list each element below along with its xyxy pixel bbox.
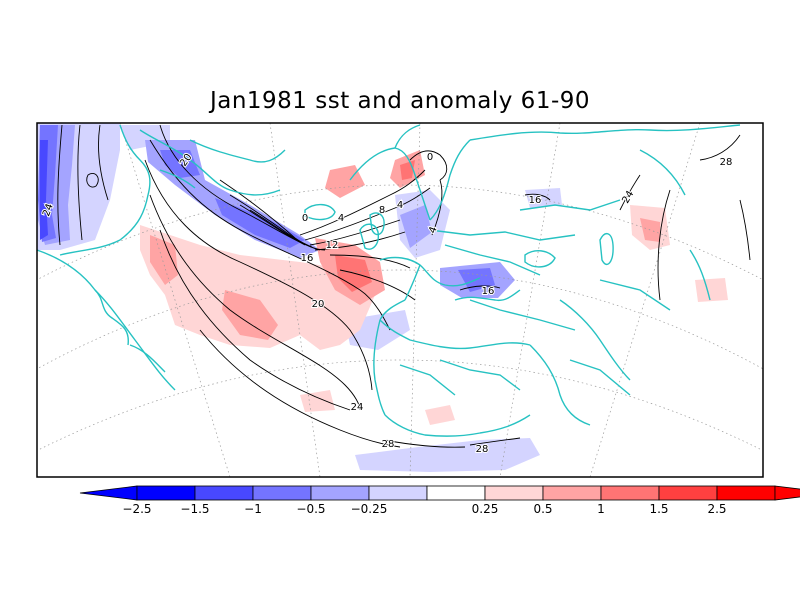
colorbar: −2.5 −1.5 −1 −0.5 −0.25 0.25 0.5 1 1.5 2.5 bbox=[79, 485, 800, 516]
contour-label: 28 bbox=[476, 444, 489, 455]
colorbar-tick-label: −2.5 bbox=[122, 502, 151, 516]
colorbar-tick-label: 0.25 bbox=[472, 502, 499, 516]
colorbar-tick-label: −1.5 bbox=[180, 502, 209, 516]
contour-label: 20 bbox=[312, 299, 325, 310]
coastlines bbox=[37, 124, 741, 437]
contour-label: 28 bbox=[720, 157, 733, 168]
contour-label: 4 bbox=[427, 225, 440, 235]
contour-label: 4 bbox=[397, 200, 403, 211]
contour-label: 12 bbox=[326, 240, 339, 251]
contour-label: 0 bbox=[427, 152, 433, 163]
colorbar-tick-label: 2.5 bbox=[707, 502, 726, 516]
colorbar-cell bbox=[484, 485, 544, 501]
colorbar-cell bbox=[310, 485, 370, 501]
contour-label: 16 bbox=[529, 195, 542, 206]
colorbar-cell bbox=[658, 485, 718, 501]
sst-contours bbox=[57, 124, 751, 448]
contour-label: 4 bbox=[338, 213, 344, 224]
colorbar-tick-label: 0.5 bbox=[533, 502, 552, 516]
contour-label: 24 bbox=[41, 202, 56, 218]
map-frame bbox=[36, 122, 764, 478]
colorbar-cell bbox=[194, 485, 254, 501]
contour-label: 28 bbox=[382, 439, 395, 450]
colorbar-cell bbox=[542, 485, 602, 501]
colorbar-arrow-high bbox=[774, 485, 800, 501]
colorbar-tick-label: −1 bbox=[244, 502, 262, 516]
colorbar-cell bbox=[716, 485, 776, 501]
contour-label: 24 bbox=[351, 402, 364, 413]
colorbar-tick-label: −0.25 bbox=[351, 502, 388, 516]
contour-label: 16 bbox=[301, 253, 314, 264]
colorbar-cell bbox=[136, 485, 196, 501]
colorbar-cell bbox=[252, 485, 312, 501]
map-title: Jan1981 sst and anomaly 61-90 bbox=[209, 88, 591, 114]
colorbar-cell bbox=[426, 485, 486, 501]
colorbar-tick-label: 1 bbox=[597, 502, 605, 516]
contour-label: 0 bbox=[302, 213, 308, 224]
colorbar-arrow-low bbox=[79, 485, 138, 501]
colorbar-cell bbox=[600, 485, 660, 501]
contour-label: 8 bbox=[379, 205, 385, 216]
colorbar-cell bbox=[368, 485, 428, 501]
contour-label: 16 bbox=[482, 286, 495, 297]
colorbar-tick-label: −0.5 bbox=[296, 502, 325, 516]
graticule bbox=[37, 123, 763, 477]
colorbar-tick-label: 1.5 bbox=[649, 502, 668, 516]
